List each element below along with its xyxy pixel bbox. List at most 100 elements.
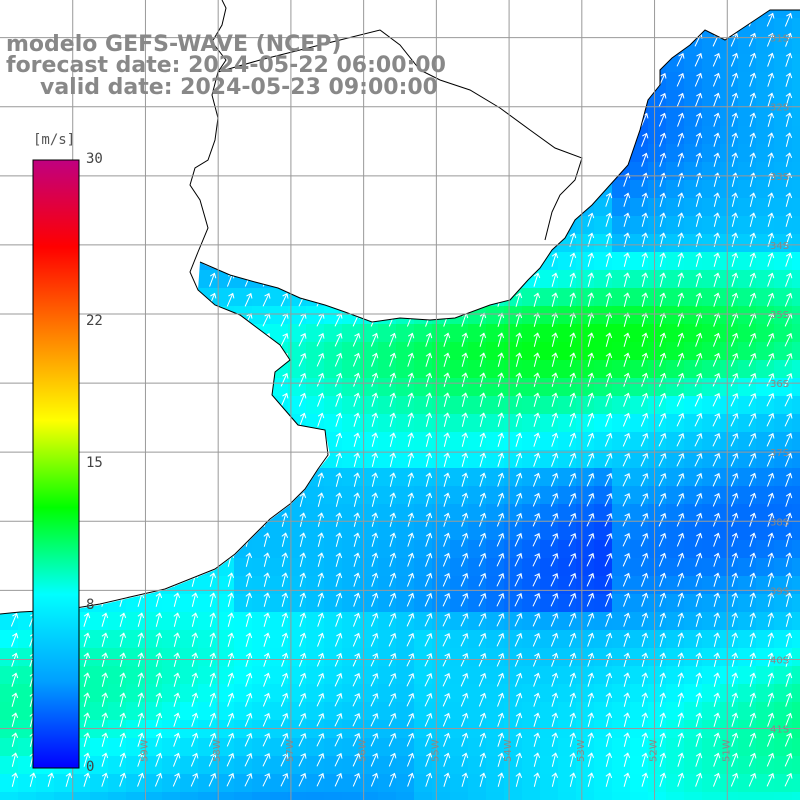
- speed-cell: [774, 126, 792, 144]
- speed-cell: [702, 306, 720, 324]
- speed-cell: [738, 792, 756, 800]
- speed-cell: [720, 576, 738, 594]
- speed-cell: [540, 630, 558, 648]
- speed-cell: [360, 792, 378, 800]
- speed-cell: [576, 666, 594, 684]
- valid-date: valid date: 2024-05-23 09:00:00: [40, 75, 438, 100]
- speed-cell: [504, 612, 522, 630]
- speed-cell: [360, 414, 378, 432]
- speed-cell: [180, 684, 198, 702]
- speed-cell: [666, 774, 684, 792]
- speed-cell: [738, 432, 756, 450]
- speed-cell: [126, 684, 144, 702]
- speed-cell: [594, 270, 612, 288]
- speed-cell: [594, 378, 612, 396]
- speed-cell: [486, 792, 504, 800]
- speed-cell: [396, 360, 414, 378]
- speed-cell: [756, 18, 774, 36]
- speed-cell: [144, 594, 162, 612]
- speed-cell: [324, 774, 342, 792]
- speed-cell: [540, 414, 558, 432]
- wind-arrow: [676, 52, 685, 67]
- speed-cell: [378, 414, 396, 432]
- speed-cell: [594, 756, 612, 774]
- speed-cell: [774, 144, 792, 162]
- speed-cell: [450, 540, 468, 558]
- speed-cell: [648, 126, 666, 144]
- speed-cell: [774, 180, 792, 198]
- speed-cell: [540, 432, 558, 450]
- speed-cell: [216, 594, 234, 612]
- speed-cell: [36, 792, 54, 800]
- speed-cell: [234, 666, 252, 684]
- speed-cell: [594, 504, 612, 522]
- speed-cell: [792, 288, 800, 306]
- speed-cell: [738, 414, 756, 432]
- speed-cell: [288, 324, 306, 342]
- speed-cell: [342, 450, 360, 468]
- speed-cell: [450, 612, 468, 630]
- speed-cell: [468, 486, 486, 504]
- lon-label: 52W: [649, 739, 660, 762]
- speed-cell: [468, 576, 486, 594]
- speed-cell: [252, 594, 270, 612]
- speed-cell: [450, 684, 468, 702]
- speed-cell: [774, 594, 792, 612]
- speed-cell: [540, 396, 558, 414]
- speed-cell: [630, 504, 648, 522]
- speed-cell: [738, 594, 756, 612]
- speed-cell: [558, 576, 576, 594]
- speed-cell: [738, 72, 756, 90]
- speed-cell: [630, 792, 648, 800]
- speed-cell: [288, 378, 306, 396]
- speed-cell: [666, 270, 684, 288]
- speed-cell: [450, 324, 468, 342]
- speed-cell: [720, 306, 738, 324]
- speed-cell: [774, 360, 792, 378]
- speed-cell: [522, 414, 540, 432]
- speed-cell: [792, 774, 800, 792]
- speed-cell: [342, 774, 360, 792]
- speed-cell: [612, 252, 630, 270]
- speed-cell: [612, 450, 630, 468]
- speed-cell: [324, 432, 342, 450]
- speed-cell: [720, 144, 738, 162]
- speed-cell: [306, 396, 324, 414]
- speed-cell: [162, 648, 180, 666]
- speed-cell: [522, 594, 540, 612]
- speed-cell: [414, 432, 432, 450]
- speed-cell: [630, 144, 648, 162]
- speed-cell: [720, 360, 738, 378]
- speed-cell: [576, 252, 594, 270]
- speed-cell: [792, 234, 800, 252]
- speed-cell: [504, 684, 522, 702]
- speed-cell: [756, 450, 774, 468]
- speed-cell: [738, 378, 756, 396]
- speed-cell: [306, 630, 324, 648]
- colorbar-tick-label: 8: [86, 596, 95, 613]
- speed-cell: [252, 792, 270, 800]
- speed-cell: [558, 630, 576, 648]
- speed-cell: [702, 648, 720, 666]
- speed-cell: [756, 486, 774, 504]
- speed-cell: [792, 144, 800, 162]
- speed-cell: [306, 612, 324, 630]
- speed-cell: [666, 648, 684, 666]
- speed-cell: [108, 612, 126, 630]
- speed-cell: [306, 522, 324, 540]
- speed-cell: [666, 306, 684, 324]
- speed-cell: [90, 666, 108, 684]
- speed-cell: [432, 576, 450, 594]
- speed-cell: [774, 540, 792, 558]
- speed-cell: [666, 594, 684, 612]
- speed-cell: [162, 684, 180, 702]
- lon-label: 57W: [285, 739, 296, 762]
- speed-cell: [360, 432, 378, 450]
- speed-cell: [630, 576, 648, 594]
- speed-cell: [486, 756, 504, 774]
- speed-cell: [558, 486, 576, 504]
- speed-cell: [342, 504, 360, 522]
- speed-cell: [414, 792, 432, 800]
- speed-cell: [414, 594, 432, 612]
